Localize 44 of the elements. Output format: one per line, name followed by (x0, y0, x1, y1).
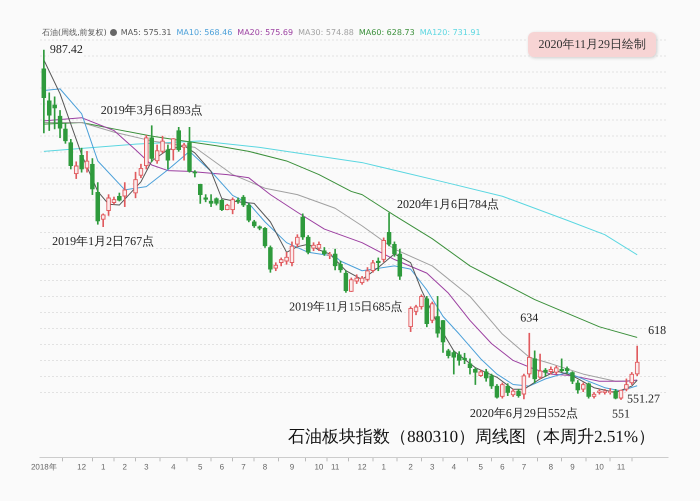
x-tick-label: 1 (100, 462, 106, 472)
text: MA30: 574.88 (298, 28, 354, 37)
annotation: 987.42 (50, 42, 83, 56)
x-tick-label: 2 (408, 462, 414, 472)
x-tick-label: 12 (358, 462, 368, 472)
text: MA20: 575.69 (237, 28, 294, 37)
x-tick-label: 8 (548, 462, 554, 472)
annotation: 2019年1月2日767点 (52, 234, 154, 248)
annotation: 2020年1月6日784点 (397, 197, 500, 212)
x-tick-label: 2018年 (30, 462, 57, 472)
text: MA60: 628.73 (358, 28, 415, 37)
x-tick-label: 5 (198, 462, 204, 472)
text: 石油板块指数（880310）周线图（本周升2.51%） (288, 426, 655, 448)
x-tick-label: 1 (381, 462, 386, 472)
annotation: 618 (648, 323, 666, 338)
x-tick-label: 9 (290, 462, 295, 472)
x-tick-label: 11 (330, 462, 340, 472)
x-tick-label: 5 (478, 462, 484, 472)
x-tick-label: 6 (500, 462, 506, 472)
text: MA120: 731.91 (420, 28, 481, 37)
x-tick-label: 4 (452, 462, 457, 472)
annotation: 2020年11月29日绘制 (528, 32, 656, 57)
annotation: 551.27 (626, 392, 660, 406)
x-tick-label: 10 (314, 462, 324, 472)
annotation: 2019年11月15日685点 (289, 300, 403, 314)
annotation: 551 (612, 406, 630, 421)
x-tick-label: 3 (430, 462, 435, 472)
x-tick-label: 10 (594, 462, 604, 472)
text: MA5: 575.31 (120, 28, 172, 37)
annotation: 2020年6月29日552点 (470, 406, 578, 420)
annotation: 2019年3月6日893点 (100, 102, 203, 117)
x-tick-label: 8 (262, 462, 268, 472)
x-tick-label: 11 (616, 462, 626, 472)
x-tick-label: 4 (171, 462, 176, 472)
chart-subtitle: 石油(周线,前复权) (42, 28, 107, 37)
x-tick-label: 12 (77, 462, 87, 472)
x-tick-label: 6 (220, 462, 225, 472)
x-tick-label: 7 (241, 462, 246, 472)
x-tick-label: 9 (570, 462, 576, 472)
x-tick-label: 3 (144, 462, 150, 472)
text: MA10: 568.46 (176, 28, 232, 37)
annotation: 634 (520, 310, 538, 324)
x-tick-label: 2 (122, 462, 128, 472)
x-tick-label: 7 (522, 462, 527, 472)
